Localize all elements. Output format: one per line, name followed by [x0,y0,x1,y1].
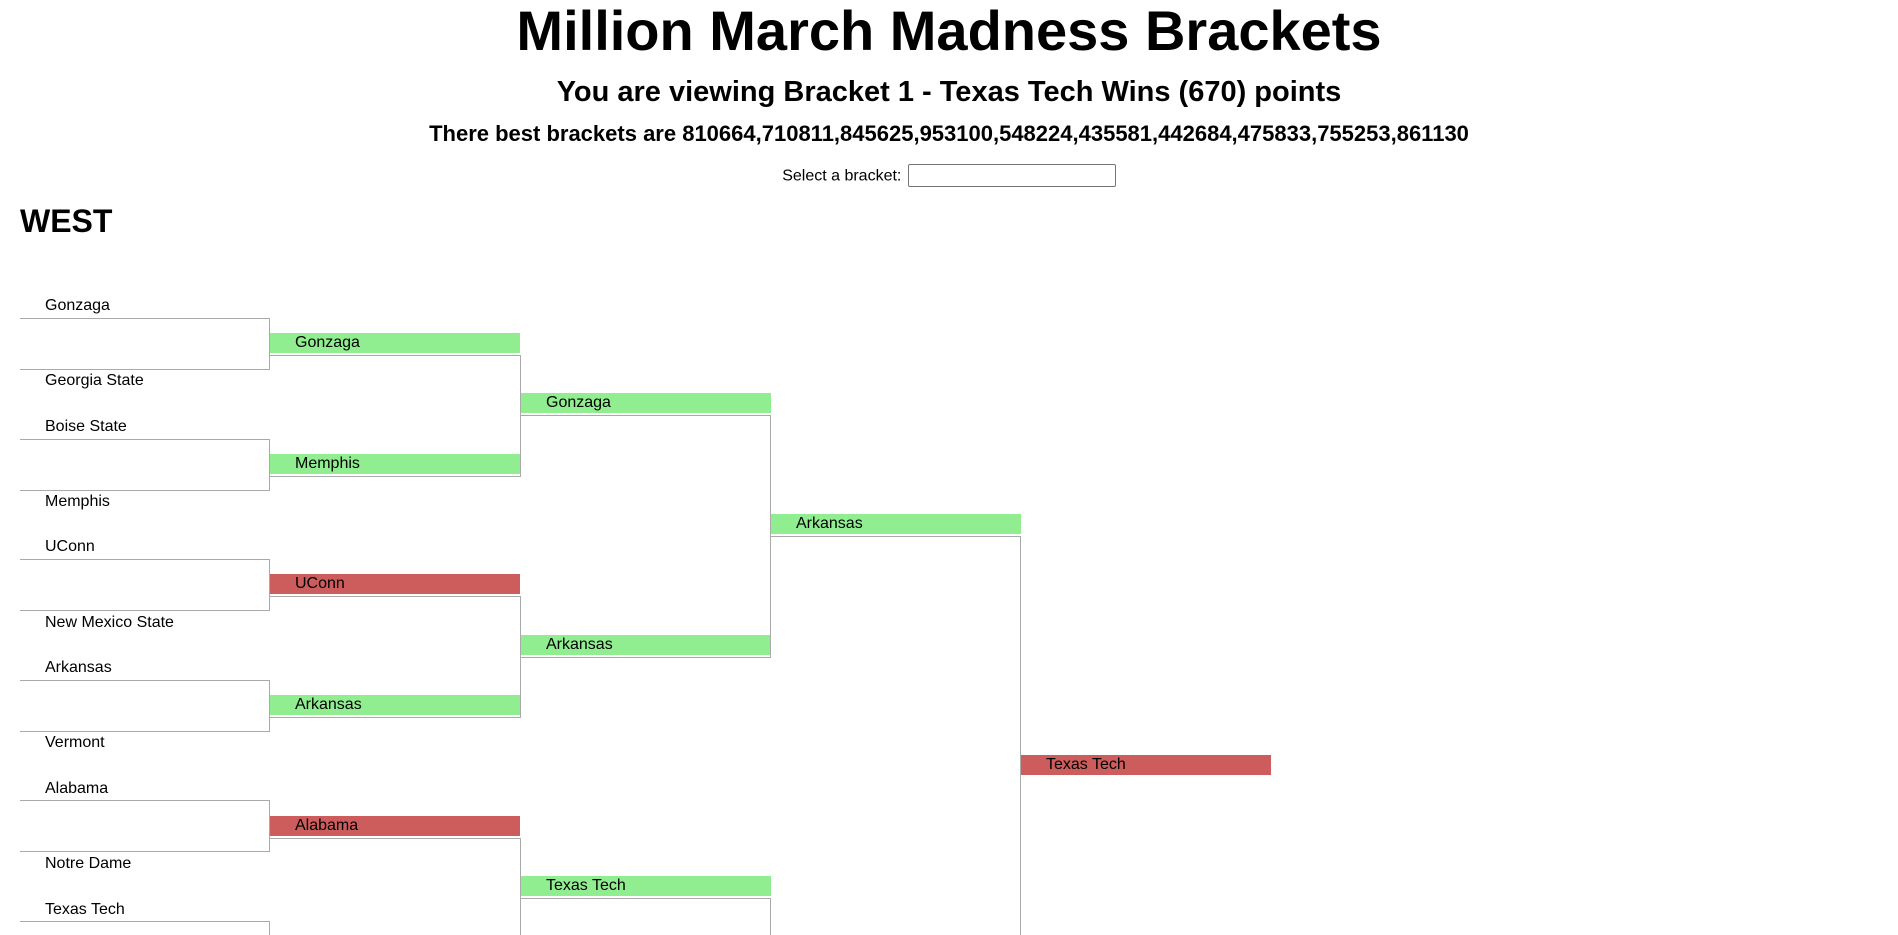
round3-team: Texas Tech [521,876,771,896]
round1-team: UConn [45,538,95,555]
round1-team: Arkansas [45,659,112,676]
round1-team: Alabama [45,780,109,797]
bracket-line [20,851,270,852]
bracket-line [269,559,270,611]
bracket-line [270,838,520,839]
round1-team: Georgia State [45,372,144,389]
bracket-line [770,415,771,658]
bracket-select-label: Select a bracket: [782,167,902,185]
bracket-line [20,680,270,681]
region-title: WEST [20,203,113,239]
bracket-select-input[interactable] [907,164,1116,188]
bracket-line [521,415,771,416]
bracket-line [269,439,270,491]
best-brackets-heading: There best brackets are 810664,710811,84… [429,121,1469,146]
round4-team: Arkansas [771,514,1021,534]
bracket-line [20,490,270,491]
bracket-line [1020,536,1021,935]
bracket-line [20,610,270,611]
round1-team: Vermont [45,734,105,751]
bracket-line [20,731,270,732]
bracket-line [520,355,521,477]
page-title: Million March Madness Brackets [516,0,1382,62]
bracket-line [269,921,270,935]
bracket-line [521,898,771,899]
bracket-line [269,318,270,370]
bracket-line [20,800,270,801]
round5-team: Texas Tech [1021,755,1271,775]
bracket-line [269,680,270,732]
bracket-line [20,921,270,922]
bracket-line [20,439,270,440]
bracket-line [269,800,270,852]
bracket-line [270,355,520,356]
bracket-selector: Select a bracket: [0,161,1898,190]
round2-team: UConn [270,574,520,594]
round3-team: Arkansas [521,635,771,655]
bracket-line [270,476,520,477]
round3-team: Gonzaga [521,393,771,413]
round2-team: Memphis [270,454,520,474]
round1-team: New Mexico State [45,614,174,631]
round1-team: Gonzaga [45,297,110,314]
round1-team: Notre Dame [45,855,132,872]
bracket-line [270,717,520,718]
bracket-line [270,596,520,597]
bracket-line [521,657,771,658]
bracket-line [771,536,1021,537]
viewing-bracket-heading: You are viewing Bracket 1 - Texas Tech W… [556,76,1342,108]
round1-team: Boise State [45,418,127,435]
bracket-line [20,559,270,560]
bracket-line [520,596,521,718]
bracket-line [20,318,270,319]
round2-team: Gonzaga [270,333,520,353]
round1-team: Texas Tech [45,901,125,918]
bracket-line [20,369,270,370]
bracket-line [520,838,521,935]
round1-team: Memphis [45,493,110,510]
round2-team: Alabama [270,816,520,836]
round2-team: Arkansas [270,695,520,715]
bracket-line [770,898,771,935]
